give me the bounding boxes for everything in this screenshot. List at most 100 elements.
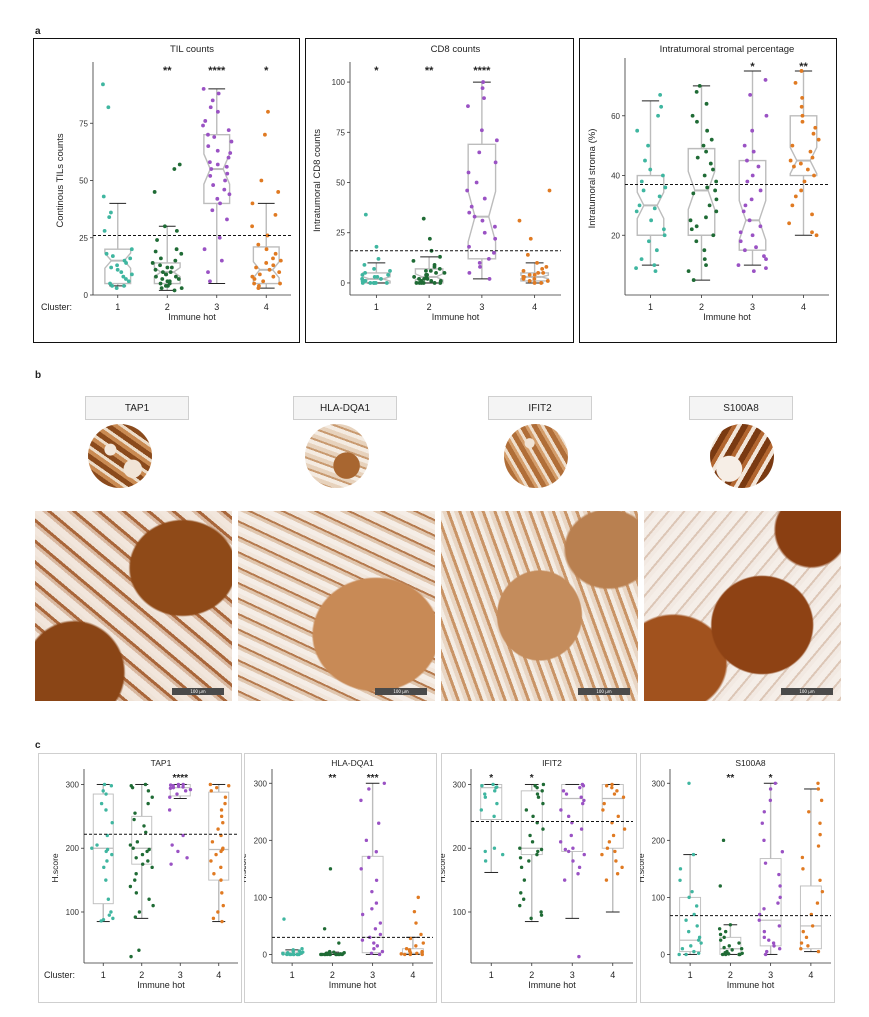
data-point-cluster-2 — [528, 833, 532, 838]
significance-label: *** — [367, 773, 379, 784]
data-point-cluster-3 — [749, 197, 754, 202]
data-point-cluster-2 — [142, 824, 146, 828]
data-point-cluster-2 — [411, 258, 416, 263]
data-point-cluster-3 — [778, 895, 782, 900]
data-point-cluster-3 — [212, 135, 217, 139]
data-point-cluster-2 — [707, 203, 712, 208]
data-point-cluster-4 — [265, 233, 270, 238]
data-point-cluster-1 — [104, 792, 108, 796]
data-point-cluster-1 — [119, 270, 124, 274]
data-point-cluster-1 — [652, 206, 657, 211]
data-point-cluster-2 — [730, 948, 734, 952]
data-point-cluster-4 — [820, 889, 825, 894]
data-point-cluster-2 — [721, 838, 726, 843]
significance-label: **** — [172, 773, 188, 784]
data-point-cluster-4 — [266, 109, 270, 114]
box-body — [104, 248, 132, 285]
data-point-cluster-3 — [493, 224, 497, 229]
data-point-cluster-4 — [535, 260, 539, 265]
x-tick-label: 2 — [699, 302, 704, 312]
panel-c-frame-1 — [38, 753, 242, 1003]
chart-title: CD8 counts — [431, 44, 481, 55]
data-point-cluster-4 — [790, 143, 795, 148]
panel-c-frame-3 — [441, 753, 637, 1003]
data-point-cluster-2 — [521, 897, 526, 901]
data-point-cluster-1 — [661, 173, 665, 178]
data-point-cluster-3 — [750, 233, 755, 238]
data-point-cluster-2 — [337, 941, 341, 945]
data-point-cluster-1 — [99, 919, 103, 923]
box-body — [520, 790, 543, 856]
data-point-cluster-1 — [300, 947, 304, 951]
data-point-cluster-4 — [208, 782, 213, 787]
data-point-cluster-1 — [647, 239, 651, 244]
x-tick-label: 3 — [214, 302, 219, 312]
data-point-cluster-3 — [743, 203, 748, 208]
data-point-cluster-3 — [562, 878, 567, 882]
tma-core-s100a8 — [710, 424, 774, 488]
data-point-cluster-3 — [217, 235, 222, 240]
data-point-cluster-2 — [429, 279, 434, 283]
x-tick-label: 1 — [648, 302, 653, 312]
data-point-cluster-2 — [153, 249, 158, 254]
x-tick-label: 4 — [808, 970, 813, 980]
data-point-cluster-3 — [374, 850, 378, 854]
data-point-cluster-2 — [518, 856, 523, 860]
y-tick-label: 40 — [611, 172, 620, 181]
data-point-cluster-1 — [686, 929, 691, 934]
data-point-cluster-3 — [758, 188, 763, 193]
box-cluster-4 — [789, 70, 818, 236]
data-point-cluster-3 — [467, 271, 472, 275]
data-point-cluster-4 — [414, 944, 418, 948]
data-point-cluster-2 — [536, 795, 541, 799]
significance-label: ** — [163, 65, 172, 77]
data-point-cluster-2 — [738, 952, 742, 957]
data-point-cluster-1 — [657, 194, 662, 199]
data-point-cluster-4 — [799, 947, 803, 951]
data-point-cluster-4 — [806, 944, 810, 948]
data-point-cluster-2 — [133, 811, 137, 815]
data-point-cluster-4 — [799, 188, 804, 193]
data-point-cluster-4 — [615, 872, 620, 876]
data-point-cluster-1 — [90, 846, 94, 850]
data-point-cluster-1 — [110, 283, 115, 288]
data-point-cluster-4 — [600, 852, 604, 857]
data-point-cluster-4 — [604, 784, 609, 788]
data-point-cluster-1 — [386, 273, 391, 277]
data-point-cluster-1 — [483, 859, 488, 863]
data-point-cluster-4 — [612, 792, 617, 796]
data-point-cluster-4 — [810, 212, 814, 217]
data-point-cluster-2 — [134, 891, 139, 895]
ihc-label-s100a8: S100A8 — [689, 396, 793, 420]
data-point-cluster-2 — [158, 263, 162, 268]
data-point-cluster-4 — [219, 814, 224, 819]
data-point-cluster-2 — [524, 808, 529, 812]
data-point-cluster-2 — [437, 266, 442, 271]
data-point-cluster-3 — [167, 808, 172, 812]
data-point-cluster-3 — [215, 148, 220, 153]
data-point-cluster-3 — [582, 852, 586, 857]
data-point-cluster-4 — [219, 878, 223, 882]
chart-title: S100A8 — [735, 758, 766, 768]
data-point-cluster-4 — [544, 264, 549, 269]
y-axis-label: Intratumoral stroma (%) — [587, 129, 598, 229]
data-point-cluster-3 — [226, 155, 231, 160]
data-point-cluster-4 — [271, 256, 275, 261]
x-tick-label: 2 — [330, 970, 335, 980]
data-point-cluster-4 — [273, 212, 278, 217]
data-point-cluster-4 — [223, 795, 228, 799]
data-point-cluster-3 — [750, 128, 755, 133]
data-point-cluster-4 — [257, 272, 262, 277]
data-point-cluster-2 — [535, 785, 539, 790]
data-point-cluster-3 — [579, 827, 584, 831]
x-tick-label: 2 — [165, 302, 170, 312]
significance-label: * — [264, 65, 269, 77]
box-body — [789, 115, 818, 177]
data-point-cluster-3 — [776, 901, 780, 905]
data-point-cluster-3 — [492, 250, 496, 255]
data-point-cluster-1 — [480, 784, 484, 788]
data-point-cluster-1 — [491, 782, 495, 787]
significance-label: **** — [473, 65, 491, 77]
data-point-cluster-1 — [104, 878, 108, 882]
data-point-cluster-3 — [215, 196, 220, 201]
